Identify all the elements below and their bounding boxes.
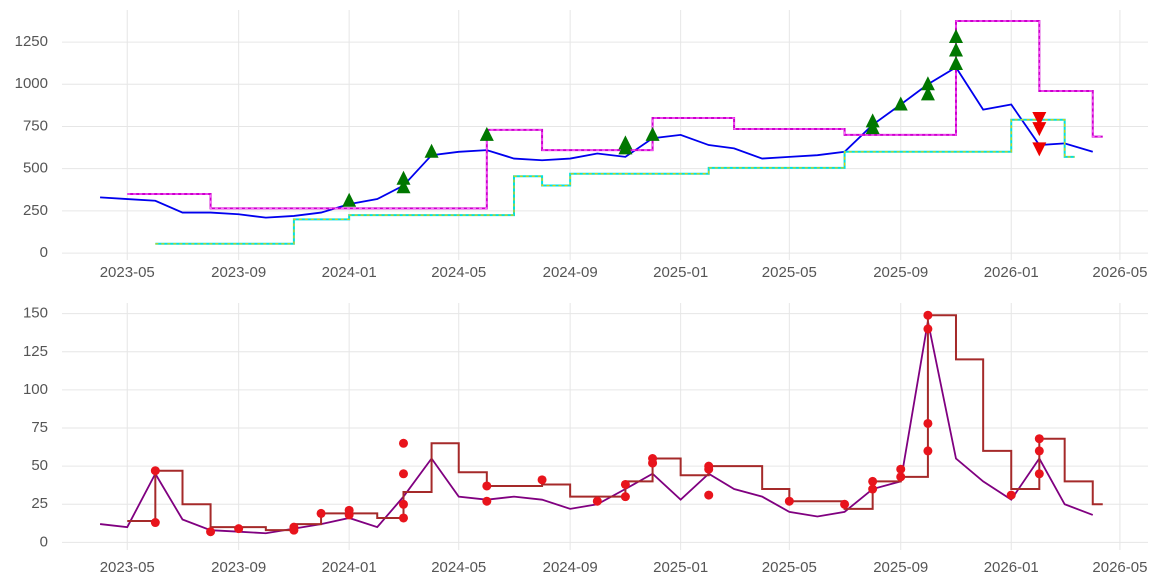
- signal-dot: [784, 496, 794, 506]
- step-line: [127, 314, 1103, 532]
- signal-dot: [482, 481, 492, 491]
- signal-dot: [840, 499, 850, 509]
- signal-dot: [206, 527, 216, 537]
- y-tick-label: 1250: [15, 33, 48, 50]
- buy-marker: [342, 192, 357, 207]
- signal-dot: [234, 524, 244, 534]
- buy-marker: [920, 76, 935, 91]
- x-tick-label: 2023-09: [211, 559, 266, 576]
- signal-dot: [868, 476, 878, 486]
- buy-marker: [618, 135, 633, 150]
- signal-dot: [704, 490, 714, 500]
- step-line: [155, 118, 1075, 245]
- x-tick-label: 2025-01: [653, 559, 708, 576]
- signal-dot: [923, 418, 933, 428]
- buy-marker: [893, 96, 908, 111]
- signal-dot: [648, 454, 658, 464]
- signal-dot: [150, 518, 160, 528]
- signal-dot: [344, 505, 354, 515]
- x-tick-label: 2026-01: [984, 559, 1039, 576]
- x-tick-label: 2024-09: [543, 559, 598, 576]
- y-tick-label: 50: [31, 457, 48, 474]
- y-tick-label: 1000: [15, 75, 48, 92]
- buy-marker: [396, 179, 411, 194]
- x-tick-label: 2024-09: [543, 264, 598, 281]
- signal-dot: [923, 310, 933, 320]
- y-tick-label: 100: [23, 381, 48, 398]
- buy-marker: [948, 42, 963, 57]
- signal-dot: [289, 522, 299, 532]
- signal-dot: [150, 466, 160, 476]
- x-tick-label: 2025-05: [762, 559, 817, 576]
- signal-dot: [1034, 446, 1044, 456]
- signal-dot: [896, 464, 906, 474]
- y-tick-label: 0: [40, 533, 48, 550]
- sell-marker: [1032, 122, 1047, 137]
- y-tick-label: 750: [23, 117, 48, 134]
- x-tick-label: 2026-05: [1092, 559, 1147, 576]
- x-tick-label: 2026-01: [984, 264, 1039, 281]
- signal-dot: [316, 508, 326, 518]
- buy-marker: [948, 29, 963, 44]
- x-tick-label: 2024-05: [431, 264, 486, 281]
- x-tick-label: 2025-09: [873, 559, 928, 576]
- signal-dot: [482, 496, 492, 506]
- signal-dot: [398, 438, 408, 448]
- x-tick-label: 2026-05: [1092, 264, 1147, 281]
- y-tick-label: 500: [23, 160, 48, 177]
- signal-dot: [398, 469, 408, 479]
- signal-dot: [592, 496, 602, 506]
- y-tick-label: 75: [31, 419, 48, 436]
- y-tick-label: 25: [31, 495, 48, 512]
- x-tick-label: 2024-01: [322, 264, 377, 281]
- buy-marker: [479, 126, 494, 141]
- signal-dot: [537, 475, 547, 485]
- x-tick-label: 2024-01: [322, 559, 377, 576]
- x-tick-label: 2025-09: [873, 264, 928, 281]
- signal-dot: [620, 479, 630, 489]
- signal-dot: [1034, 469, 1044, 479]
- buy-marker: [865, 120, 880, 135]
- signal-dot: [923, 324, 933, 334]
- x-tick-label: 2024-05: [431, 559, 486, 576]
- price-line: [100, 66, 1094, 219]
- signal-dot: [398, 513, 408, 523]
- x-tick-label: 2025-05: [762, 264, 817, 281]
- sell-marker: [1032, 112, 1047, 127]
- step-line-dash: [127, 20, 1103, 209]
- sell-marker: [1032, 142, 1047, 157]
- x-tick-label: 2023-05: [100, 559, 155, 576]
- signal-dot: [1006, 490, 1016, 500]
- y-tick-label: 150: [23, 305, 48, 322]
- buy-marker: [645, 126, 660, 141]
- signal-dot: [923, 446, 933, 456]
- signal-dot: [1034, 434, 1044, 444]
- x-tick-label: 2023-09: [211, 264, 266, 281]
- y-tick-label: 250: [23, 202, 48, 219]
- buy-marker: [920, 86, 935, 101]
- signal-dot: [398, 499, 408, 509]
- signal-dot: [620, 492, 630, 502]
- buy-marker: [424, 143, 439, 158]
- y-tick-label: 125: [23, 343, 48, 360]
- signal-dot: [868, 484, 878, 494]
- x-tick-label: 2025-01: [653, 264, 708, 281]
- buy-marker: [396, 170, 411, 185]
- signal-dot: [704, 461, 714, 471]
- x-tick-label: 2023-05: [100, 264, 155, 281]
- signal-dot: [896, 472, 906, 482]
- y-tick-label: 0: [40, 244, 48, 261]
- buy-marker: [948, 56, 963, 71]
